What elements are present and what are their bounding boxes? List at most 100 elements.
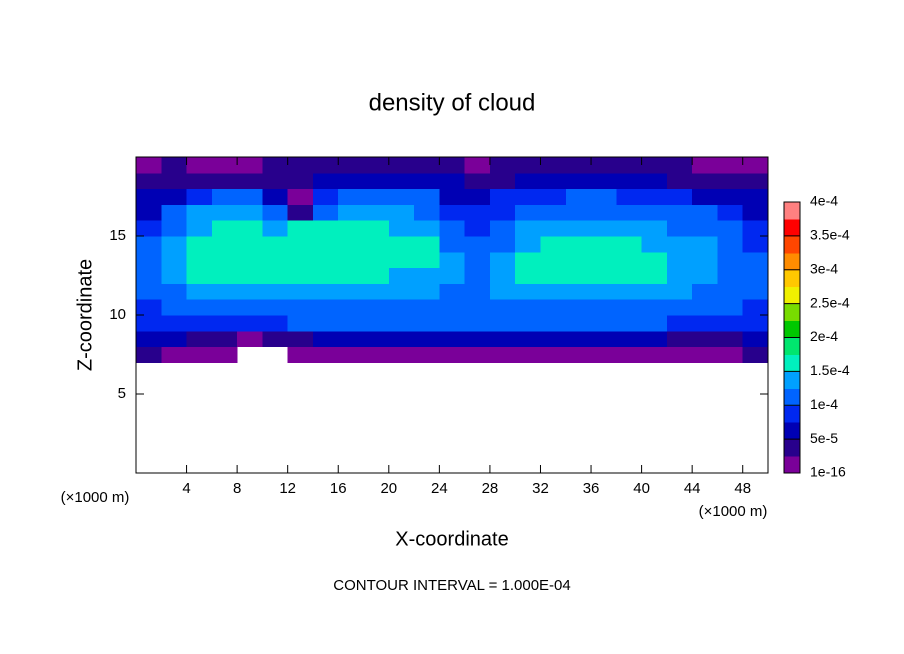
heat-cell — [211, 157, 238, 174]
heat-cell — [338, 330, 365, 348]
heat-cell — [489, 220, 516, 237]
colorbar-tick-label: 3e-4 — [810, 260, 838, 276]
heat-cell — [211, 204, 238, 221]
heat-cell — [414, 346, 440, 363]
heat-cell — [312, 220, 339, 237]
colorbar-tick-label: 1e-16 — [810, 464, 846, 480]
heat-cell — [237, 204, 263, 221]
heat-cell — [540, 346, 567, 363]
heat-cell — [641, 172, 668, 190]
heat-cell — [388, 188, 415, 205]
heat-cell — [388, 172, 415, 190]
heat-cell — [666, 251, 693, 269]
heat-cell — [464, 157, 491, 174]
colorbar-band — [784, 269, 800, 288]
heat-cell — [363, 188, 390, 205]
heat-cell — [666, 267, 693, 284]
heat-cell — [439, 220, 466, 237]
y-tick-label: 15 — [109, 227, 126, 244]
x-tick-label: 28 — [482, 480, 499, 497]
heat-cell — [363, 236, 390, 253]
footer-note: CONTOUR INTERVAL = 1.000E-04 — [333, 577, 570, 594]
heat-cell — [515, 157, 541, 174]
heat-cell — [136, 283, 162, 300]
heat-cell — [717, 346, 744, 363]
heat-cell — [540, 157, 567, 174]
heat-cell — [211, 188, 238, 205]
heat-cell — [388, 157, 415, 174]
heat-cell — [692, 283, 718, 300]
heat-cell — [489, 188, 516, 205]
heat-cell — [237, 236, 263, 253]
heat-cell — [237, 220, 263, 237]
heat-cell — [262, 236, 289, 253]
heat-cell — [287, 251, 314, 269]
heat-cell — [312, 283, 339, 300]
heat-cell — [439, 157, 466, 174]
heat-cell — [540, 188, 567, 205]
heat-cell — [565, 157, 592, 174]
heat-cell — [136, 330, 162, 348]
heat-cell — [136, 299, 162, 316]
heat-cell — [363, 315, 390, 332]
colorbar-band — [784, 320, 800, 338]
heat-cell — [363, 204, 390, 221]
heat-cell — [717, 267, 744, 284]
heat-cell — [287, 172, 314, 190]
heat-cell — [616, 220, 643, 237]
heat-cell — [186, 346, 213, 363]
heat-cell — [338, 283, 365, 300]
heat-cell — [489, 204, 516, 221]
heat-cell — [439, 299, 466, 316]
heat-cell — [692, 157, 718, 174]
heat-cell — [363, 330, 390, 348]
heat-cell — [262, 172, 289, 190]
colorbar-tick-label: 2e-4 — [810, 328, 838, 344]
heat-cell — [565, 188, 592, 205]
colorbar-band — [784, 235, 800, 254]
heat-cell — [666, 299, 693, 316]
colorbar-tick-label: 5e-5 — [810, 430, 838, 446]
heat-cell — [515, 188, 541, 205]
heat-cell — [237, 251, 263, 269]
heat-cell — [414, 172, 440, 190]
heat-cell — [262, 220, 289, 237]
heat-cell — [742, 346, 769, 363]
heat-cell — [161, 220, 188, 237]
heat-cell — [363, 220, 390, 237]
heat-cell — [237, 157, 263, 174]
heat-cell — [591, 330, 617, 348]
heat-cell — [515, 267, 541, 284]
heat-cell — [186, 299, 213, 316]
heat-cell — [312, 188, 339, 205]
heat-cell — [717, 236, 744, 253]
heat-cell — [540, 267, 567, 284]
heat-cell — [186, 188, 213, 205]
heat-cell — [211, 220, 238, 237]
heat-cell — [136, 315, 162, 332]
heat-cell — [388, 251, 415, 269]
heat-cell — [641, 283, 668, 300]
heat-cell — [565, 251, 592, 269]
heat-cell — [363, 251, 390, 269]
heat-cell — [616, 188, 643, 205]
heat-cell — [591, 188, 617, 205]
heat-cell — [338, 251, 365, 269]
heat-cell — [186, 204, 213, 221]
heat-cell — [489, 267, 516, 284]
heat-cell — [414, 330, 440, 348]
heat-cell — [591, 346, 617, 363]
heat-cell — [211, 299, 238, 316]
heat-cell — [666, 220, 693, 237]
heat-cell — [287, 236, 314, 253]
x-tick-label: 20 — [380, 480, 397, 497]
heat-cell — [287, 220, 314, 237]
heat-cell — [489, 330, 516, 348]
heat-cell — [641, 315, 668, 332]
heat-cell — [616, 236, 643, 253]
heat-cell — [136, 346, 162, 363]
heat-cell — [641, 204, 668, 221]
heat-cell — [287, 315, 314, 332]
heat-cell — [489, 157, 516, 174]
